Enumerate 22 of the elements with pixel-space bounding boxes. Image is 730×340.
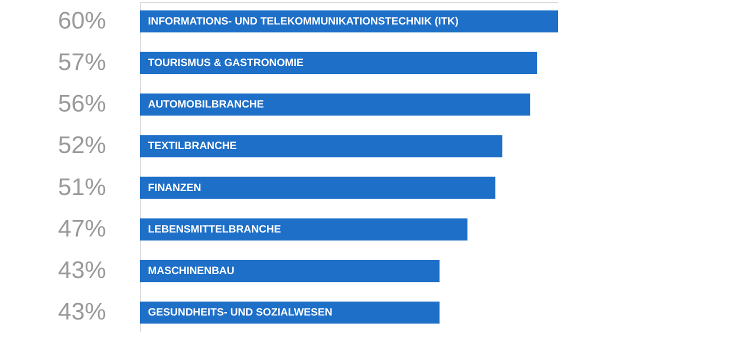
data-label: 43% [58,257,106,284]
data-label: 43% [58,298,106,326]
bar [140,52,538,74]
y-tick-label: AUTOMOBILBRANCHE [148,98,264,111]
data-label: 56% [58,90,106,118]
y-tick-label: FINANZEN [148,182,202,194]
data-label: 57% [58,48,106,76]
data-label: 52% [58,132,106,160]
data-label: 47% [58,215,106,242]
y-tick-label: TOURISMUS & GASTRONOMIE [148,56,304,69]
y-tick-label: INFORMATIONS- UND TELEKOMMUNIKATIONSTECHNIK (ITK) [148,15,458,28]
bar [140,176,496,199]
bar [140,260,440,282]
y-tick-label: MASCHINENBAU [148,265,234,278]
data-label: 51% [58,174,106,201]
data-label: 60% [58,7,106,34]
bar [140,218,468,240]
y-tick-label: GESUNDHEITS- UND SOZIALWESEN [148,306,332,319]
bar [140,94,530,116]
y-tick-label: LEBENSMITTELBRANCHE [148,223,281,236]
bar [140,135,502,158]
y-tick-label: TEXTILBRANCHE [148,140,237,152]
